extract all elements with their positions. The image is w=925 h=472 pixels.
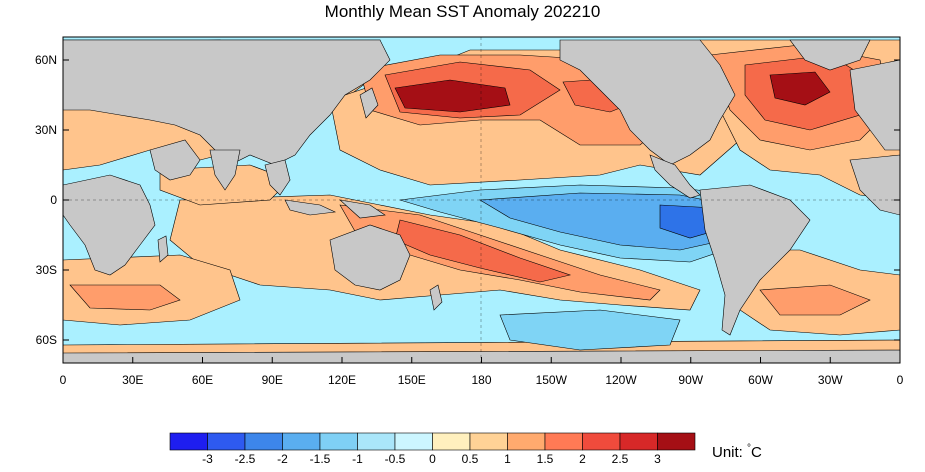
lon-tick-label: 120W <box>605 373 637 387</box>
colorbar-swatch <box>544 432 583 451</box>
colorbar-swatch <box>319 432 358 451</box>
colorbar-swatch <box>432 432 471 451</box>
colorbar-label: -2.5 <box>235 452 256 466</box>
lat-tick-label: 0 <box>50 193 57 207</box>
colorbar-swatch <box>469 432 508 451</box>
colorbar-label: 1.5 <box>537 452 554 466</box>
unit-letter: C <box>751 444 762 461</box>
colorbar-label: -3 <box>202 452 213 466</box>
colorbar-swatch <box>169 432 208 451</box>
colorbar-label: 0.5 <box>462 452 479 466</box>
colorbar-label: 3 <box>654 452 661 466</box>
lat-tick-label: 60N <box>35 53 57 67</box>
lon-tick-label: 90E <box>262 373 283 387</box>
latitude-axis: 60N 30N 0 30S 60S <box>35 53 900 347</box>
lon-tick-label: 60W <box>748 373 773 387</box>
colorbar-swatch <box>357 432 396 451</box>
colorbar-swatch <box>282 432 321 451</box>
colorbar-label: 2 <box>579 452 586 466</box>
colorbar-label: -1.5 <box>310 452 331 466</box>
colorbar-swatch <box>507 432 546 451</box>
lon-tick-label: 30W <box>818 373 843 387</box>
lat-tick-label: 60S <box>36 333 57 347</box>
colorbar-swatch <box>244 432 283 451</box>
colorbar-label: 2.5 <box>612 452 629 466</box>
colorbar-label: 0 <box>429 452 436 466</box>
colorbar-swatch <box>582 432 621 451</box>
colorbar-label: 1 <box>504 452 511 466</box>
lat-tick-label: 30S <box>36 263 57 277</box>
cold-anomaly <box>399 184 741 351</box>
longitude-axis: 0 30E 60E 90E 120E 150E 180 150W 120W 90W 60W 30W 0 <box>60 357 904 387</box>
lon-tick-label: 0 <box>60 373 67 387</box>
lon-tick-label: 180 <box>471 373 491 387</box>
colorbar-swatch <box>619 432 658 451</box>
colorbar-swatch <box>207 432 246 451</box>
graticule <box>63 37 900 363</box>
degree-symbol: ° <box>747 443 752 454</box>
colorbar-label: -0.5 <box>385 452 406 466</box>
lon-tick-label: 60E <box>192 373 213 387</box>
colorbar-label: -1 <box>352 452 363 466</box>
map-title: Monthly Mean SST Anomaly 202210 <box>324 2 601 21</box>
lon-tick-label: 30E <box>122 373 143 387</box>
lon-tick-label: 120E <box>328 373 356 387</box>
lat-tick-label: 30N <box>35 123 57 137</box>
colorbar-swatch <box>394 432 433 451</box>
unit-label: Unit: °C <box>712 440 762 462</box>
lon-tick-label: 90W <box>678 373 703 387</box>
lon-tick-label: 150W <box>536 373 568 387</box>
colorbar-swatch <box>657 432 696 451</box>
lon-tick-label: 0 <box>897 373 904 387</box>
unit-label-text: Unit: <box>712 444 748 461</box>
lon-tick-label: 150E <box>398 373 426 387</box>
colorbar-label: -2 <box>277 452 288 466</box>
